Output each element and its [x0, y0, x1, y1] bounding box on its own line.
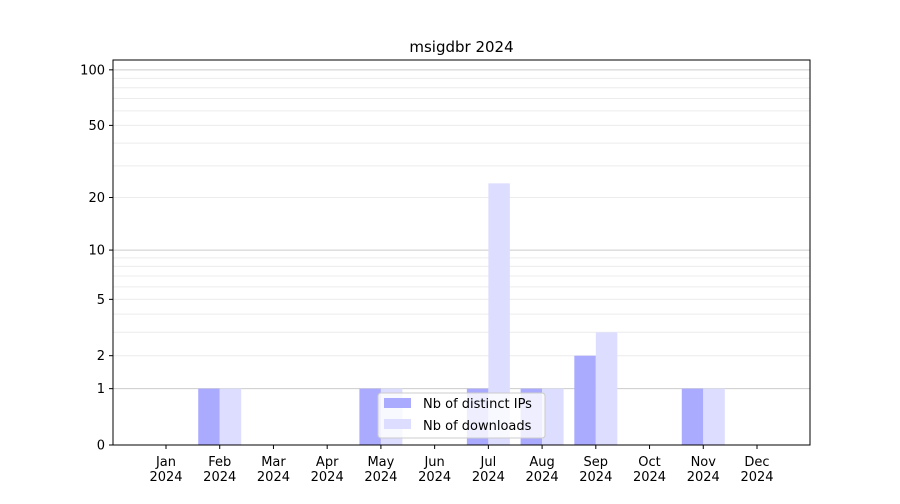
plot-frame [112, 59, 811, 446]
bar-downloads [703, 388, 725, 445]
bar-downloads [595, 332, 618, 445]
x-tick-label: Oct 2024 [633, 455, 666, 485]
x-axis: Jan 2024 Feb 2024 Mar 2024 Apr 2024 May 2024 Jun 20… [149, 445, 774, 485]
bar-downloads [542, 388, 564, 445]
legend-swatch-downloads [384, 419, 411, 429]
legend-label-distinct-ips: Nb of distinct IPs [423, 397, 532, 412]
x-tick-label: Jan 2024 [149, 455, 182, 485]
x-tick-label: May 2024 [364, 455, 397, 485]
x-tick-label: Mar 2024 [257, 455, 290, 485]
y-tick-label: 100 [80, 63, 105, 78]
x-tick-label: Feb 2024 [203, 455, 236, 485]
gridlines [113, 69, 810, 390]
y-axis: 0 1 2 5 10 20 50 100 [80, 63, 113, 454]
bar-downloads [488, 183, 510, 445]
y-tick-label: 0 [97, 439, 105, 454]
bar-distinct-ips [359, 388, 381, 445]
y-tick-label: 1 [97, 382, 105, 397]
legend-swatch-distinct-ips [384, 398, 411, 408]
y-tick-label: 5 [97, 293, 105, 308]
bar-downloads [219, 388, 242, 445]
y-tick-label: 10 [88, 244, 105, 259]
legend-label-downloads: Nb of downloads [423, 419, 532, 434]
bar-distinct-ips [198, 388, 220, 445]
x-tick-label: Jun 2024 [418, 455, 451, 485]
x-tick-label: Dec 2024 [740, 455, 773, 485]
x-tick-label: Jul 2024 [472, 455, 505, 485]
y-tick-label: 50 [88, 119, 105, 134]
chart-title: msigdbr 2024 [409, 38, 513, 56]
bar-distinct-ips [681, 388, 704, 445]
y-tick-label: 20 [88, 191, 105, 206]
x-tick-label: Sep 2024 [579, 455, 612, 485]
y-tick-label: 2 [97, 349, 105, 364]
x-tick-label: Nov 2024 [687, 455, 720, 485]
x-tick-label: Apr 2024 [311, 455, 344, 485]
legend: Nb of distinct IPs Nb of downloads [377, 392, 546, 439]
x-tick-label: Aug 2024 [526, 455, 559, 485]
bar-distinct-ips [574, 355, 596, 445]
legend-frame [377, 392, 546, 439]
